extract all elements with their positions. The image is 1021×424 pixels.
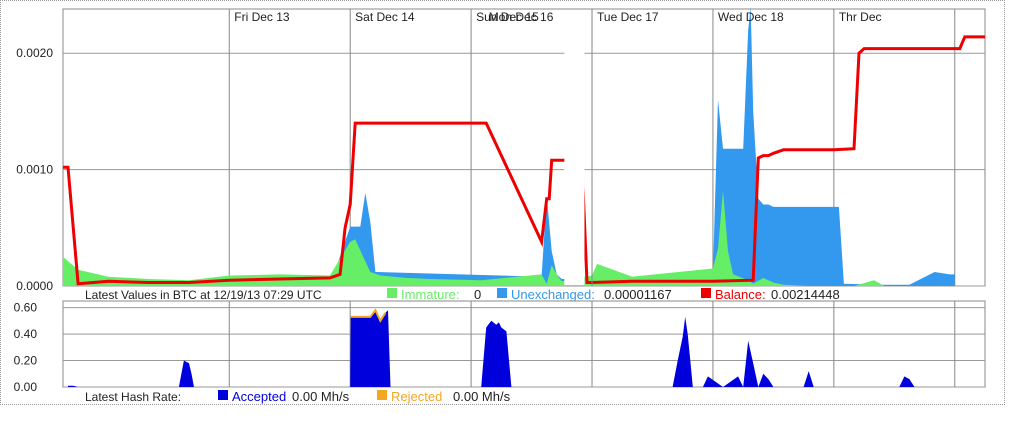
x-day-label: Fri Dec 13: [234, 10, 290, 24]
legend-value: 0.00001167: [604, 287, 672, 302]
bottom-plot-area: [62, 300, 986, 388]
legend-label: Immature:: [401, 287, 460, 302]
legend-label: Balance:: [715, 287, 766, 302]
legend-value: 0.00 Mh/s: [292, 389, 350, 404]
top-y-tick-label: 0.0020: [16, 46, 53, 60]
latest-values-label: Latest Values in BTC at 12/19/13 07:29 U…: [85, 288, 322, 302]
bottom-y-tick-label: 0.20: [14, 354, 38, 368]
top-plot-area: [62, 8, 986, 287]
legend-value: 0: [474, 287, 481, 302]
bottom-y-tick-label: 0.40: [14, 327, 38, 341]
x-day-label: Wed Dec 18: [718, 10, 784, 24]
legend-value: 0.00 Mh/s: [453, 389, 511, 404]
legend-swatch-unexchanged: [497, 288, 507, 298]
legend-label: Accepted: [232, 389, 286, 404]
legend-swatch-immature: [387, 288, 397, 298]
latest-hash-rate-label: Latest Hash Rate:: [85, 390, 181, 404]
series-unexchanged-area: [63, 6, 955, 286]
x-day-label: Sat Dec 14: [355, 10, 415, 24]
x-day-label: Mon Dec 16: [489, 10, 554, 24]
legend-swatch-accepted: [218, 390, 228, 400]
bottom-y-tick-label: 0.00: [14, 380, 38, 394]
x-day-label: Thr Dec: [839, 10, 882, 24]
legend-label: Rejected: [391, 389, 442, 404]
x-day-label: Sun Dec 15: [476, 10, 539, 24]
top-y-tick-label: 0.0010: [16, 163, 53, 177]
legend-label: Unexchanged:: [511, 287, 595, 302]
legend-value: 0.00214448: [771, 287, 840, 302]
series-rejected-line: [350, 308, 387, 323]
series-balance-line: [63, 35, 985, 286]
top-y-tick-label: 0.0000: [16, 279, 53, 293]
chart-frame: 0.0000 0.0010 0.0020 Fri Dec 13 Sat Dec 14 Su…: [0, 0, 1005, 405]
data-gap: [564, 10, 585, 285]
series-accepted-area: [68, 310, 915, 387]
legend-swatch-balance: [701, 288, 711, 298]
bottom-y-tick-label: 0.60: [14, 301, 38, 315]
legend-swatch-rejected: [377, 390, 387, 400]
x-day-label: Tue Dec 17: [597, 10, 659, 24]
